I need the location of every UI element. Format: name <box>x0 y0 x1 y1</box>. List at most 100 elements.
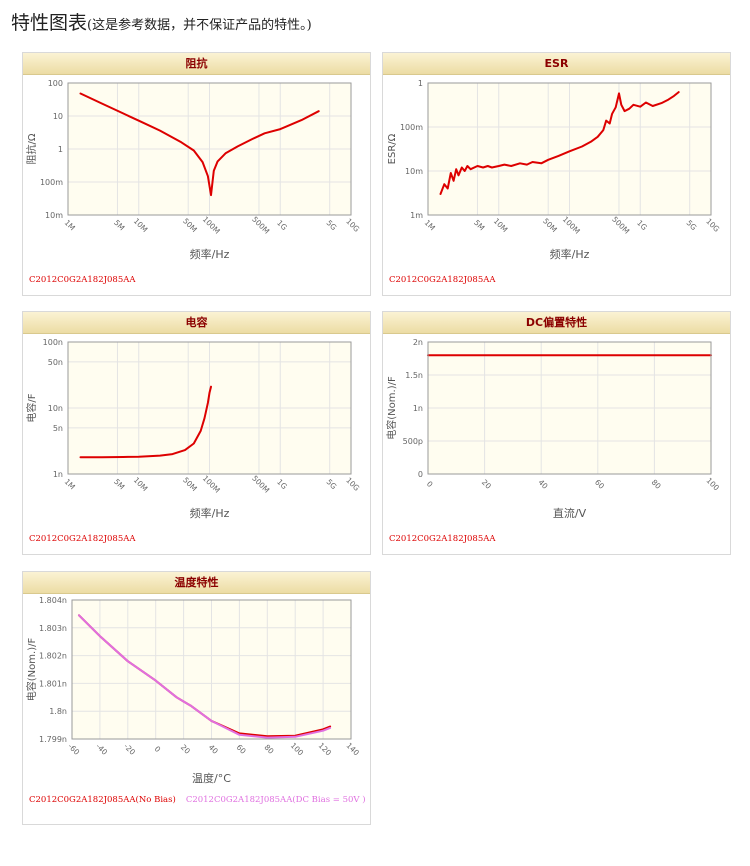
y-axis-label: 电容(Nom.)/F <box>385 376 398 440</box>
x-tick-label: 500M <box>250 474 271 495</box>
x-tick-label: 100M <box>201 215 222 236</box>
legend-entry: C2012C0G2A182J085AA <box>29 534 136 544</box>
chart-legend: C2012C0G2A182J085AA <box>389 534 496 544</box>
x-tick-label: 50M <box>181 216 199 234</box>
plot-frame <box>427 341 712 475</box>
x-tick-label: 5M <box>472 218 486 232</box>
temperature-panel: 温度特性 1.799n 1.8n 1.801n 1.802n 1.803n 1.804n -… <box>22 571 371 825</box>
y-tick-label: 1n <box>53 470 63 479</box>
legend-entry: C2012C0G2A182J085AA <box>29 275 136 285</box>
y-tick-label: 100 <box>48 79 63 88</box>
y-tick-label: 1n <box>413 404 423 413</box>
y-tick-label: 1.803n <box>39 624 67 633</box>
y-tick-label: 1.804n <box>39 596 67 605</box>
x-tick-label: 1G <box>275 218 289 232</box>
y-tick-label: 50n <box>48 358 63 367</box>
esr-panel: ESR 1m 10m 100m 1 1M 5M 10M 50M 100M 500M 1G 5G 10G 频… <box>382 52 731 296</box>
y-axis-label: 阻抗/Ω <box>25 133 38 164</box>
y-tick-label: 1.5n <box>405 371 423 380</box>
page-title-main: 特性图表 <box>11 12 88 34</box>
plot-frame <box>67 341 352 475</box>
y-tick-label: 100n <box>43 338 63 347</box>
x-tick-label: 5G <box>325 218 339 232</box>
legend-entry: C2012C0G2A182J085AA(DC Bias = 50V ) <box>185 795 366 805</box>
x-tick-label: 20 <box>179 743 192 756</box>
y-tick-label: 10 <box>53 112 63 121</box>
x-tick-label: 60 <box>593 478 606 491</box>
x-tick-label: 0 <box>153 744 163 754</box>
temperature-chart: 1.799n 1.8n 1.801n 1.802n 1.803n 1.804n -60 -40… <box>25 596 362 785</box>
x-tick-label: 60 <box>235 743 248 756</box>
x-tick-label: 100 <box>289 741 306 758</box>
series-line <box>78 614 332 739</box>
chart-legend: C2012C0G2A182J085AA <box>389 275 496 285</box>
y-tick-label: 1 <box>418 79 423 88</box>
y-tick-label: 1.8n <box>49 707 67 716</box>
y-axis-label: ESR/Ω <box>387 133 398 164</box>
chart-title: 电容 <box>23 312 370 334</box>
chart-title: 温度特性 <box>23 572 370 594</box>
y-axis-label: 电容/F <box>25 393 38 422</box>
y-tick-label: 10m <box>45 211 63 220</box>
x-tick-label: 140 <box>345 741 362 758</box>
x-tick-label: 80 <box>650 478 663 491</box>
x-tick-label: -40 <box>94 742 109 757</box>
legend-entry: C2012C0G2A182J085AA <box>389 534 496 544</box>
plot-frame <box>67 82 352 216</box>
capacitance-chart: 1n 5n 10n 50n 100n 1M 5M 10M 50M 100M 500M 1G 5G 10G 频… <box>25 338 362 520</box>
esr-chart: 1m 10m 100m 1 1M 5M 10M 50M 100M 500M 1G 5G 10G 频率/Hz… <box>387 79 722 261</box>
x-tick-label: 40 <box>536 478 549 491</box>
y-tick-label: 1 <box>58 145 63 154</box>
x-tick-label: 10M <box>492 216 510 234</box>
x-tick-label: 100 <box>705 476 722 493</box>
y-tick-label: 100m <box>40 178 63 187</box>
x-tick-label: 0 <box>425 479 435 489</box>
x-tick-label: 40 <box>207 743 220 756</box>
x-tick-label: 80 <box>263 743 276 756</box>
y-tick-label: 10m <box>405 167 423 176</box>
chart-title: 阻抗 <box>23 53 370 75</box>
x-axis-label: 频率/Hz <box>550 247 590 261</box>
x-tick-label: 1M <box>63 218 77 232</box>
y-tick-label: 1.801n <box>39 679 67 688</box>
x-tick-label: 120 <box>317 741 334 758</box>
x-tick-label: 1G <box>635 218 649 232</box>
x-tick-label: 5M <box>112 218 126 232</box>
y-tick-label: 0 <box>418 470 423 479</box>
legend-entry: C2012C0G2A182J085AA(No Bias) <box>29 795 176 805</box>
plot-frame <box>427 82 712 216</box>
chart-legend: C2012C0G2A182J085AA <box>29 534 136 544</box>
y-tick-label: 1.802n <box>39 652 67 661</box>
x-axis-label: 频率/Hz <box>190 506 230 520</box>
series-line <box>439 91 680 195</box>
y-tick-label: 5n <box>53 424 63 433</box>
x-tick-label: 10G <box>704 217 721 234</box>
chart-legend: C2012C0G2A182J085AA(No Bias) C2012C0G2A18… <box>29 795 366 805</box>
x-tick-label: 100M <box>201 474 222 495</box>
x-tick-label: 500M <box>250 215 271 236</box>
dc-bias-panel: DC偏置特性 0 500p 1n 1.5n 2n 0 20 40 60 80 100 直流/V 电容(N… <box>382 311 731 555</box>
y-tick-label: 1.799n <box>39 735 67 744</box>
x-tick-label: 10M <box>132 216 150 234</box>
y-tick-label: 10n <box>48 404 63 413</box>
y-tick-label: 2n <box>413 338 423 347</box>
y-tick-label: 1m <box>410 211 423 220</box>
x-tick-label: 10G <box>344 476 361 493</box>
y-tick-label: 100m <box>400 123 423 132</box>
y-axis-label: 电容(Nom.)/F <box>25 638 38 702</box>
impedance-chart: 10m 100m 1 10 100 1M 5M 10M 50M 100M 500M 1G 5G 10G 频率… <box>25 79 362 261</box>
x-tick-label: 50M <box>541 216 559 234</box>
series-line <box>79 385 212 459</box>
x-tick-label: 1G <box>275 477 289 491</box>
impedance-panel: 阻抗 10m 100m 1 10 100 1M 5M 10M 50M 100M 500M 1G 5G 10… <box>22 52 371 296</box>
x-tick-label: 50M <box>181 475 199 493</box>
x-tick-label: -60 <box>66 742 81 757</box>
x-axis-label: 温度/°C <box>192 771 231 785</box>
series-line <box>79 92 320 197</box>
x-tick-label: 1M <box>63 477 77 491</box>
x-axis-label: 频率/Hz <box>190 247 230 261</box>
x-tick-label: 5G <box>325 477 339 491</box>
x-tick-label: -20 <box>122 742 137 757</box>
x-tick-label: 10M <box>132 475 150 493</box>
page-title-note: (这是参考数据，并不保证产品的特性。) <box>87 18 312 33</box>
